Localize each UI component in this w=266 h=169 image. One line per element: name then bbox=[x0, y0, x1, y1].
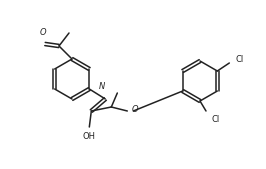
Text: O: O bbox=[131, 104, 138, 114]
Text: N: N bbox=[98, 82, 105, 91]
Text: Cl: Cl bbox=[235, 54, 244, 64]
Text: O: O bbox=[40, 28, 46, 37]
Text: OH: OH bbox=[83, 132, 96, 141]
Text: Cl: Cl bbox=[211, 115, 219, 124]
